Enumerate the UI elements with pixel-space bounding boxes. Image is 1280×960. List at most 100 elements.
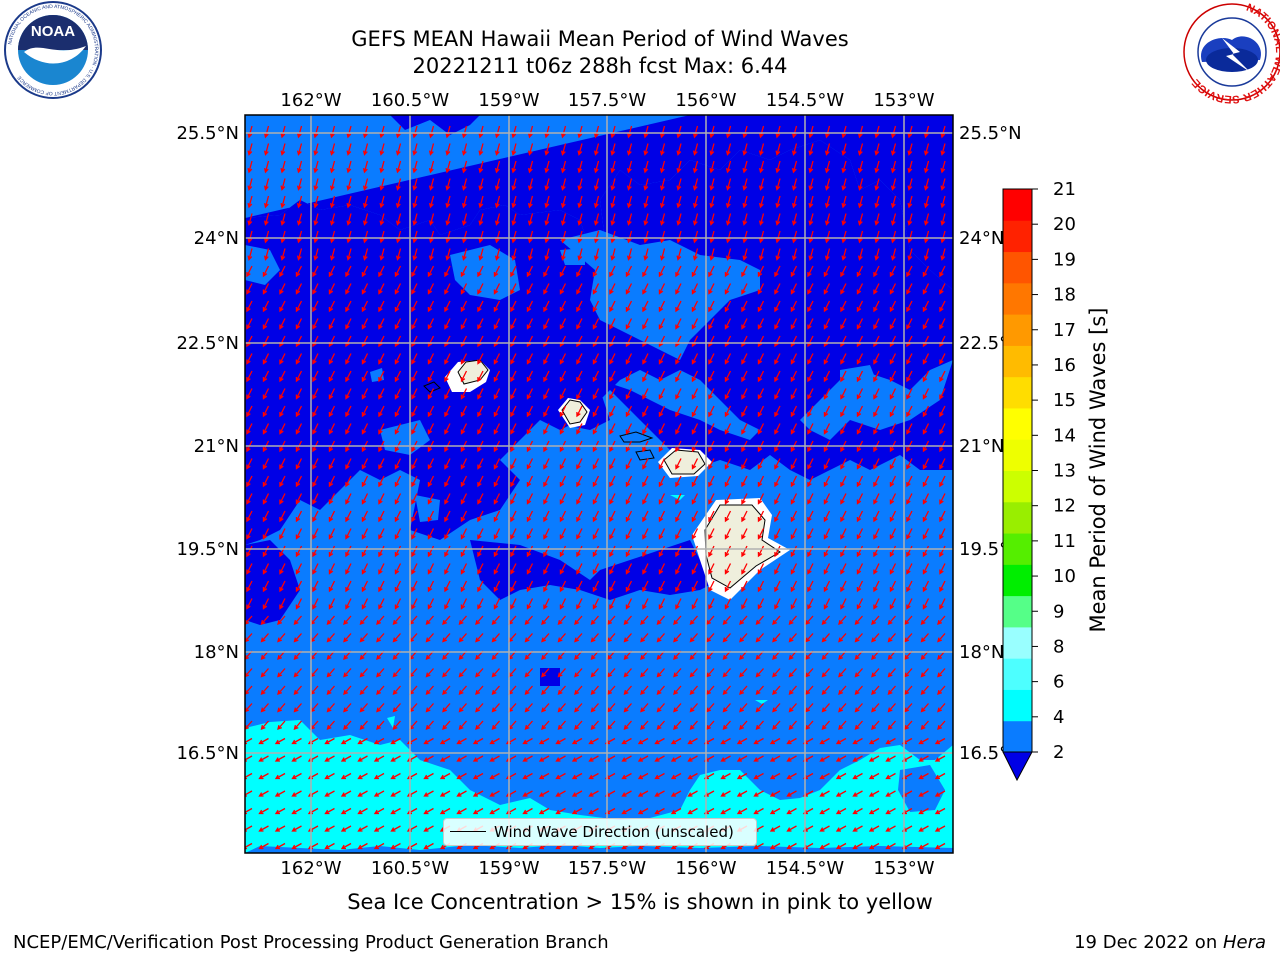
wave-direction-arrow: [247, 195, 253, 209]
wave-direction-arrow: [559, 423, 567, 435]
wave-direction-arrow: [343, 633, 352, 643]
wave-direction-arrow: [637, 772, 649, 780]
wave-direction-arrow: [456, 772, 467, 780]
lat-label-left: 21°N: [194, 436, 239, 457]
wave-direction-arrow: [279, 563, 286, 575]
wave-direction-arrow: [274, 772, 286, 780]
wave-direction-arrow: [808, 248, 814, 261]
wave-direction-arrow: [623, 685, 632, 696]
wave-direction-arrow: [590, 703, 599, 713]
wave-direction-arrow: [346, 195, 352, 209]
wave-direction-arrow: [326, 633, 335, 643]
wave-direction-arrow: [592, 493, 600, 505]
wave-direction-arrow: [939, 528, 946, 540]
lon-label-top: 159°W: [478, 90, 539, 111]
wave-direction-arrow: [610, 178, 616, 191]
wave-direction-arrow: [293, 633, 302, 643]
wave-direction-arrow: [312, 493, 319, 505]
colorbar-tick-label: 8: [1053, 636, 1064, 657]
wave-direction-arrow: [774, 318, 781, 330]
wave-direction-arrow: [262, 458, 270, 470]
wave-direction-arrow: [670, 807, 682, 815]
wave-direction-arrow: [643, 143, 649, 156]
wave-direction-arrow: [873, 458, 880, 470]
wave-direction-arrow: [874, 178, 880, 191]
wave-direction-arrow: [709, 178, 715, 191]
wave-direction-arrow: [262, 493, 270, 505]
wave-direction-arrow: [757, 318, 765, 330]
wave-direction-arrow: [691, 510, 699, 523]
wave-direction-arrow: [687, 772, 698, 780]
wave-direction-arrow: [808, 195, 814, 209]
wave-direction-arrow: [741, 528, 748, 540]
wave-direction-arrow: [739, 633, 748, 643]
lon-label-top: 162°W: [280, 90, 341, 111]
wave-direction-arrow: [588, 790, 599, 797]
wave-direction-arrow: [494, 248, 501, 261]
wave-direction-arrow: [739, 720, 748, 731]
wave-direction-arrow: [808, 213, 814, 226]
wave-direction-arrow: [889, 528, 897, 540]
wave-direction-arrow: [725, 160, 732, 174]
colorbar-band: [1003, 595, 1032, 628]
wave-direction-arrow: [934, 737, 946, 745]
wave-direction-arrow: [753, 772, 764, 780]
wave-direction-arrow: [279, 510, 286, 523]
wave-direction-arrow: [673, 685, 682, 696]
wave-direction-arrow: [262, 318, 270, 330]
wave-direction-arrow: [607, 720, 616, 731]
wave-direction-arrow: [593, 160, 600, 174]
wave-direction-arrow: [458, 703, 467, 713]
wave-direction-arrow: [625, 475, 633, 488]
wave-direction-arrow: [557, 633, 566, 643]
wave-direction-arrow: [394, 423, 402, 435]
wave-direction-arrow: [626, 178, 633, 191]
wave-direction-arrow: [708, 318, 715, 330]
wave-direction-arrow: [526, 318, 534, 330]
wave-direction-arrow: [774, 265, 781, 278]
lon-label-bottom: 160.5°W: [371, 858, 450, 879]
wave-direction-arrow: [868, 790, 880, 797]
wave-direction-arrow: [444, 388, 451, 400]
wave-direction-arrow: [609, 300, 616, 313]
wave-direction-arrow: [709, 230, 715, 244]
wave-direction-arrow: [460, 598, 468, 610]
wave-direction-arrow: [724, 493, 732, 505]
wave-direction-arrow: [769, 807, 781, 815]
wave-direction-arrow: [295, 598, 303, 610]
wave-direction-arrow: [873, 370, 880, 383]
wave-direction-arrow: [775, 195, 781, 209]
wave-direction-arrow: [394, 388, 402, 400]
wave-direction-arrow: [263, 248, 270, 261]
wave-direction-arrow: [643, 125, 649, 139]
wave-direction-arrow: [741, 318, 748, 330]
wave-direction-arrow: [345, 405, 352, 418]
wave-direction-arrow: [559, 598, 567, 610]
wave-direction-arrow: [445, 125, 451, 139]
wave-direction-arrow: [442, 615, 451, 626]
wave-direction-arrow: [939, 563, 946, 575]
wave-direction-arrow: [394, 510, 402, 523]
wave-direction-arrow: [708, 545, 715, 558]
wave-direction-arrow: [576, 388, 583, 400]
wave-direction-arrow: [889, 458, 897, 470]
colorbar-band: [1003, 407, 1032, 440]
wave-direction-arrow: [258, 842, 269, 850]
wave-direction-arrow: [658, 300, 666, 313]
wave-direction-arrow: [280, 248, 286, 261]
wave-direction-arrow: [493, 318, 501, 330]
wave-direction-arrow: [494, 195, 501, 209]
wave-direction-arrow: [274, 755, 286, 762]
wave-direction-arrow: [741, 283, 748, 295]
wave-direction-arrow: [526, 405, 534, 418]
wave-direction-arrow: [477, 598, 484, 610]
wave-direction-arrow: [819, 755, 830, 762]
wave-direction-arrow: [543, 475, 550, 488]
wave-direction-arrow: [526, 458, 534, 470]
wave-direction-arrow: [576, 458, 583, 470]
wave-direction-arrow: [873, 423, 880, 435]
wave-direction-arrow: [324, 842, 335, 850]
wave-direction-arrow: [361, 510, 369, 523]
wave-direction-arrow: [824, 213, 831, 226]
wave-direction-arrow: [328, 475, 336, 488]
